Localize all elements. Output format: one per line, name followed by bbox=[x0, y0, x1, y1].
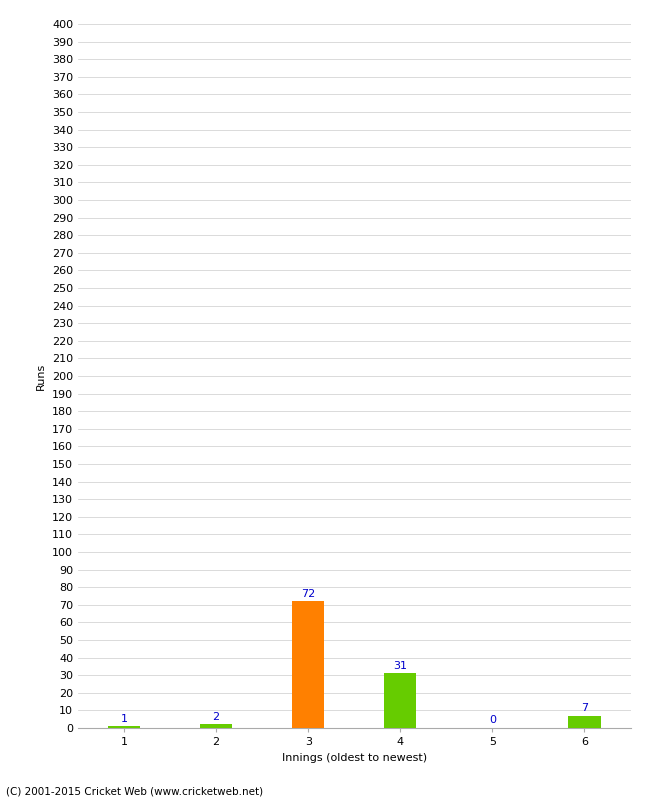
Text: 7: 7 bbox=[581, 703, 588, 713]
Bar bbox=[200, 725, 232, 728]
Text: 0: 0 bbox=[489, 715, 496, 726]
Bar bbox=[292, 602, 324, 728]
Y-axis label: Runs: Runs bbox=[36, 362, 46, 390]
Text: 31: 31 bbox=[393, 661, 408, 670]
Text: 72: 72 bbox=[301, 589, 315, 598]
Text: 1: 1 bbox=[120, 714, 127, 724]
X-axis label: Innings (oldest to newest): Innings (oldest to newest) bbox=[281, 753, 427, 762]
Bar bbox=[568, 716, 601, 728]
Bar bbox=[384, 674, 417, 728]
Bar bbox=[108, 726, 140, 728]
Text: (C) 2001-2015 Cricket Web (www.cricketweb.net): (C) 2001-2015 Cricket Web (www.cricketwe… bbox=[6, 786, 264, 796]
Text: 2: 2 bbox=[213, 712, 220, 722]
